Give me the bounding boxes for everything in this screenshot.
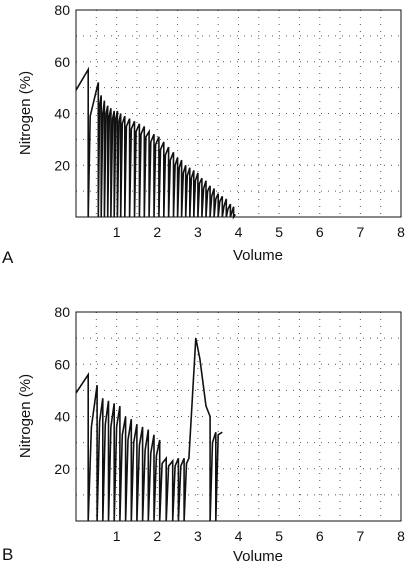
- panel-b-y-tick-label: 80: [54, 304, 70, 320]
- panel-b-series: [75, 337, 223, 522]
- panel-b-x-tick-label: 5: [275, 528, 283, 544]
- panel-a-x-tick-label: 5: [275, 224, 283, 240]
- panel-b-x-tick-label: 1: [113, 528, 121, 544]
- panel-a-x-tick-label: 8: [397, 224, 405, 240]
- panel-b-y-tick-label: 40: [54, 409, 70, 425]
- panel-b-x-axis-label: Volume: [233, 548, 283, 565]
- panel-b-y-ticks: 20 40 60 80: [54, 304, 70, 477]
- panel-b-x-tick-label: 4: [235, 528, 243, 544]
- panel-b-plot-frame: [75, 311, 402, 522]
- panel-a-x-ticks: 1 2 3 4 5 6 7 8: [113, 224, 405, 240]
- panel-a-x-tick-label: 1: [113, 224, 121, 240]
- panel-a-letter: A: [2, 248, 14, 267]
- panel-a-series: [75, 66, 236, 220]
- panel-b-y-tick-label: 60: [54, 356, 70, 372]
- panel-a-x-tick-label: 6: [316, 224, 324, 240]
- panel-b-letter: B: [2, 545, 13, 564]
- panel-b-x-ticks: 1 2 3 4 5 6 7 8: [113, 528, 405, 544]
- panel-a-y-tick-label: 60: [54, 54, 70, 70]
- panel-b-x-tick-label: 7: [356, 528, 364, 544]
- panel-a-y-ticks: 20 40 60 80: [54, 2, 70, 173]
- panel-a-nitrogen-trace: [75, 66, 236, 220]
- panel-a-x-axis-label: Volume: [233, 247, 283, 264]
- panel-b-nitrogen-trace: [75, 337, 223, 522]
- panel-b-y-axis-label: Nitrogen (%): [17, 374, 34, 458]
- panel-b-chart: 20 40 60 80 1 2 3 4 5 6 7 8 Volume Nitrogen (%) B: [2, 304, 405, 565]
- panel-b-x-tick-label: 2: [153, 528, 161, 544]
- panel-b-y-tick-label: 20: [54, 461, 70, 477]
- panel-a-x-tick-label: 3: [194, 224, 202, 240]
- panel-b-x-tick-label: 8: [397, 528, 405, 544]
- panel-a-y-tick-label: 80: [54, 2, 70, 18]
- panel-b-x-tick-label: 6: [316, 528, 324, 544]
- panel-b-grid: [76, 312, 401, 521]
- panel-a-x-tick-label: 2: [153, 224, 161, 240]
- panel-a-plot-frame: [75, 9, 402, 218]
- panel-a-x-tick-label: 7: [356, 224, 364, 240]
- panel-a-y-tick-label: 20: [54, 157, 70, 173]
- panel-a-y-axis-label: Nitrogen (%): [17, 71, 34, 155]
- panel-b-x-tick-label: 3: [194, 528, 202, 544]
- panel-a-x-tick-label: 4: [235, 224, 243, 240]
- panel-a-chart: 20 40 60 80 1 2 3 4 5 6 7 8 Volume Nitrogen (%) A: [2, 2, 405, 267]
- panel-a-y-tick-label: 40: [54, 106, 70, 122]
